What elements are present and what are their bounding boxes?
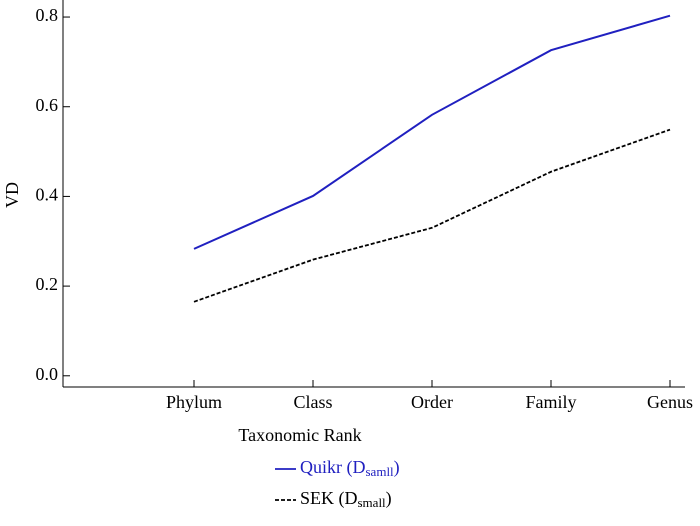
y-tick-label: 0.4 [36,185,59,205]
legend-label-part: samll [366,464,395,479]
x-tick-label: Genus [647,392,693,412]
legend-label-part: Quikr (D [300,457,366,478]
x-axis-label: Taxonomic Rank [238,425,361,445]
line [193,128,671,303]
x-tick-label: Phylum [166,392,222,412]
x-tick-label: Order [411,392,453,412]
y-tick-label: 0.0 [36,364,59,384]
x-tick-label: Class [293,392,332,412]
legend-label: SEK (Dsmall) [300,488,392,510]
y-axis-label: VD [2,182,22,208]
legend-label-part: small [358,495,387,510]
y-tick-label: 0.8 [36,5,59,25]
y-tick-label: 0.6 [36,95,59,115]
legend-label-part: SEK (D [300,488,358,509]
legend-label-part: ) [386,488,392,509]
y-tick-label: 0.2 [36,274,59,294]
legend-label: Quikr (Dsamll) [300,457,400,479]
legend-label-part: ) [394,457,400,478]
x-tick-label: Family [525,392,576,412]
line [193,14,671,250]
